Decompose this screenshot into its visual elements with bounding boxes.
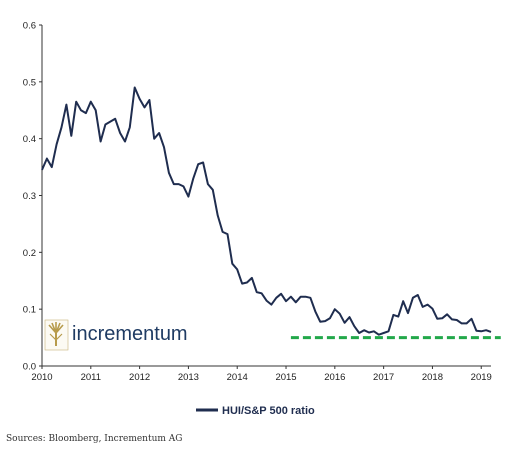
y-tick-label: 0.5 [23, 77, 36, 88]
x-tick-label: 2019 [471, 372, 492, 383]
y-tick-label: 0.4 [23, 134, 36, 145]
x-tick-label: 2017 [373, 372, 394, 383]
y-tick-label: 0.6 [23, 21, 36, 32]
x-tick-label: 2014 [227, 372, 248, 383]
y-tick-label: 0.0 [23, 362, 36, 373]
y-tick-label: 0.2 [23, 248, 36, 259]
x-tick-label: 2010 [31, 372, 52, 383]
axes [41, 25, 491, 367]
x-tick-label: 2011 [81, 372, 101, 383]
x-ticks: 2010 2011 2012 2013 2014 2015 2016 2017 2018 2019 [31, 366, 492, 383]
x-tick-label: 2012 [129, 372, 150, 383]
y-tick-label: 0.1 [23, 305, 36, 316]
x-tick-label: 2013 [178, 372, 199, 383]
y-tick-label: 0.3 [23, 191, 36, 202]
wheat-tree-icon [44, 319, 69, 351]
series-lines [41, 86, 492, 336]
legend-label: HUI/S&P 500 ratio [222, 405, 315, 417]
logo: incrementum [44, 319, 188, 351]
x-tick-label: 2018 [422, 372, 443, 383]
legend: HUI/S&P 500 ratio [196, 405, 315, 417]
logo-text: incrementum [72, 323, 188, 345]
x-tick-label: 2016 [324, 372, 345, 383]
x-tick-label: 2015 [275, 372, 296, 383]
series-line [41, 86, 492, 336]
source-note: Sources: Bloomberg, Incrementum AG [6, 434, 183, 444]
y-ticks: 0.0 0.1 0.2 0.3 0.4 0.5 0.6 [23, 21, 42, 373]
